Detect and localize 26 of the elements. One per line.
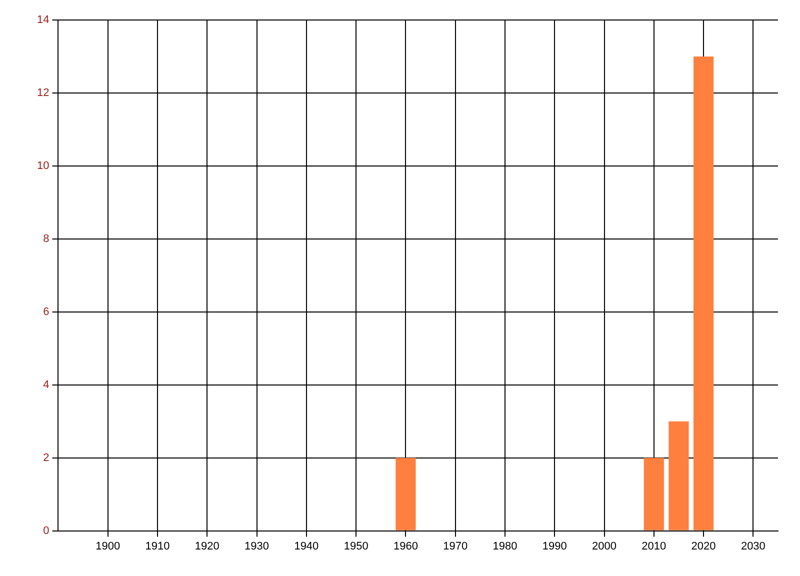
bar bbox=[693, 56, 714, 530]
x-tick-label: 1900 bbox=[96, 540, 120, 552]
x-tick-label: 1910 bbox=[145, 540, 170, 552]
x-tick-label: 2000 bbox=[592, 540, 617, 552]
y-tick-label: 8 bbox=[43, 232, 50, 245]
y-tick-label: 4 bbox=[43, 378, 50, 391]
x-tick-label: 1950 bbox=[344, 540, 368, 552]
x-tick-label: 1990 bbox=[542, 540, 567, 552]
y-tick-label: 12 bbox=[36, 87, 50, 100]
x-tick-label: 2030 bbox=[740, 540, 766, 552]
x-tick-label: 2020 bbox=[691, 540, 716, 552]
x-tick-label: 1940 bbox=[294, 540, 319, 552]
x-tick-label: 2010 bbox=[642, 540, 666, 552]
y-tick-label: 2 bbox=[43, 452, 50, 464]
x-tick-label: 1920 bbox=[194, 540, 220, 552]
y-tick-label: 10 bbox=[36, 160, 50, 172]
y-tick-label: 14 bbox=[36, 14, 50, 26]
bar bbox=[644, 458, 664, 530]
bar bbox=[668, 421, 689, 530]
x-tick-label: 1970 bbox=[443, 540, 468, 552]
x-tick-label: 1930 bbox=[244, 540, 270, 552]
y-tick-label: 6 bbox=[43, 306, 50, 318]
bar bbox=[396, 458, 416, 530]
y-tick-label: 0 bbox=[43, 524, 50, 537]
x-tick-label: 1960 bbox=[393, 540, 418, 552]
x-tick-label: 1980 bbox=[492, 540, 518, 552]
